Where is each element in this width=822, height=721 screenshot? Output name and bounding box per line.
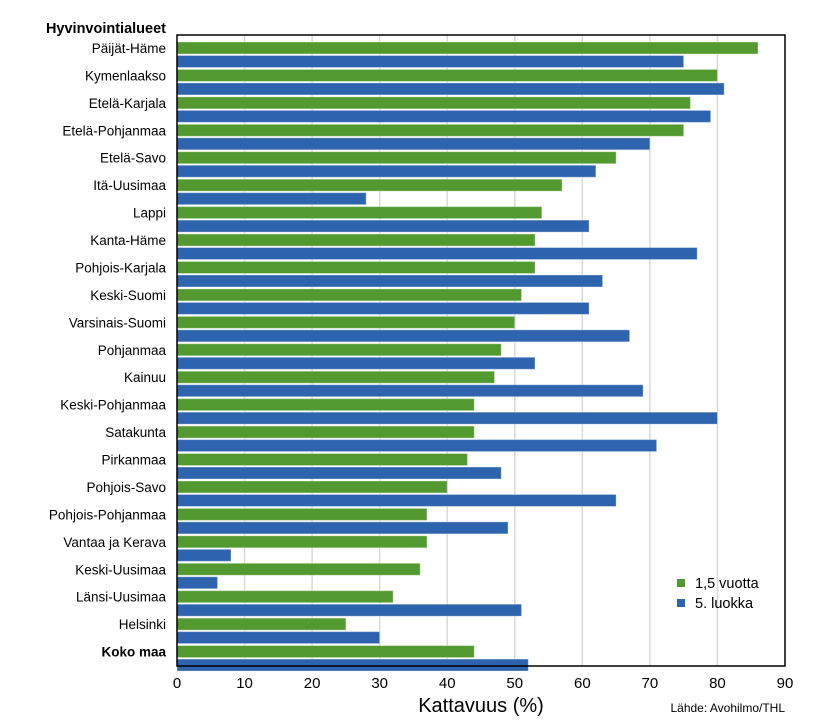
bar-series-2 <box>176 137 651 151</box>
x-tick-label: 50 <box>506 675 523 692</box>
bar-series-2 <box>176 301 590 315</box>
x-tick-label: 10 <box>236 675 253 692</box>
bar-series-1 <box>176 96 691 110</box>
category-labels: Päijät-Häme Kymenlaakso Etelä-Karjala Etelä… <box>49 41 167 660</box>
legend-label-2: 5. luokka <box>695 596 754 612</box>
bar-series-1 <box>176 590 394 604</box>
bar-series-2 <box>176 109 712 123</box>
category-label: Satakunta <box>105 425 166 440</box>
category-label: Keski-Pohjanmaa <box>60 398 166 413</box>
bar-series-2 <box>176 384 644 398</box>
category-label: Etelä-Savo <box>100 151 166 166</box>
category-label: Pohjois-Karjala <box>75 260 166 275</box>
plot-frame <box>176 34 786 667</box>
category-label: Lappi <box>133 206 166 221</box>
category-label: Varsinais-Suomi <box>69 315 166 330</box>
x-axis-label: Kattavuus (%) <box>418 695 544 717</box>
category-label: Kymenlaakso <box>85 68 166 83</box>
bar-series-2 <box>176 576 219 590</box>
bar-series-1 <box>176 68 718 82</box>
bar-series-1 <box>176 562 421 576</box>
bar-series-1 <box>176 233 536 247</box>
category-label: Keski-Suomi <box>90 288 166 303</box>
bar-series-2 <box>176 329 631 343</box>
x-tick-label: 60 <box>574 675 591 692</box>
bar-series-1 <box>176 617 347 631</box>
bar-series-1 <box>176 260 536 274</box>
category-label: Etelä-Karjala <box>89 96 167 111</box>
bar-series-1 <box>176 123 685 137</box>
bar-series-2 <box>176 631 381 645</box>
bar-series-2 <box>176 82 725 96</box>
x-tick-label: 40 <box>439 675 456 692</box>
category-label: Koko maa <box>101 645 166 660</box>
category-label: Etelä-Pohjanmaa <box>62 123 166 138</box>
x-tick-label: 90 <box>777 675 794 692</box>
bar-series-1 <box>176 480 448 494</box>
legend-label-1: 1,5 vuotta <box>695 576 760 592</box>
category-label: Pirkanmaa <box>101 453 166 468</box>
bar-series-2 <box>176 55 685 68</box>
category-label: Vantaa ja Kerava <box>63 535 166 550</box>
bar-series-2 <box>176 356 536 370</box>
category-header: Hyvinvointialueet <box>46 21 166 37</box>
bar-series-1 <box>176 535 428 549</box>
bar-series-2 <box>176 164 597 178</box>
bar-series-2 <box>176 493 617 507</box>
legend: 1,5 vuotta 5. luokka <box>677 576 760 612</box>
bar-series-1 <box>176 206 543 220</box>
x-tick-label: 70 <box>642 675 659 692</box>
bar-series-2 <box>176 658 529 672</box>
category-label: Pohjanmaa <box>98 343 167 358</box>
category-label: Helsinki <box>119 617 166 632</box>
bar-series-2 <box>176 603 523 617</box>
bar-series-2 <box>176 247 698 261</box>
bar-series-1 <box>176 425 475 439</box>
bar-series-1 <box>176 315 516 329</box>
category-label: Kainuu <box>124 370 166 385</box>
bar-series-1 <box>176 645 475 659</box>
bar-series-2 <box>176 192 367 206</box>
bar-series-1 <box>176 178 563 192</box>
x-tick-labels: 0 10 20 30 40 50 60 70 80 90 <box>173 675 794 692</box>
category-label: Keski-Uusimaa <box>75 562 166 577</box>
bar-series-2 <box>176 466 502 480</box>
bar-series-2 <box>176 548 232 562</box>
category-label: Kanta-Häme <box>90 233 166 248</box>
category-label: Länsi-Uusimaa <box>76 590 167 605</box>
bar-series-2 <box>176 439 658 453</box>
bar-series-2 <box>176 274 604 288</box>
bar-series-1 <box>176 370 496 384</box>
x-tick-label: 0 <box>173 675 181 692</box>
category-label: Pohjois-Pohjanmaa <box>49 507 167 522</box>
category-label: Pohjois-Savo <box>86 480 166 495</box>
category-label: Päijät-Häme <box>92 41 166 56</box>
legend-swatch-2 <box>677 599 685 607</box>
bar-series-1 <box>176 343 502 357</box>
bar-series-2 <box>176 521 509 535</box>
bar-series-1 <box>176 398 475 412</box>
bar-series-2 <box>176 411 718 425</box>
category-label: Itä-Uusimaa <box>93 178 166 193</box>
bar-series-1 <box>176 288 523 302</box>
x-tick-label: 20 <box>304 675 321 692</box>
bar-series-1 <box>176 453 468 467</box>
source-note: Lähde: Avohilmo/THL <box>670 701 785 715</box>
bars <box>176 41 759 672</box>
legend-swatch-1 <box>677 579 685 587</box>
x-tick-label: 80 <box>709 675 726 692</box>
bar-series-1 <box>176 507 428 521</box>
x-tick-label: 30 <box>371 675 388 692</box>
bar-series-1 <box>176 151 617 165</box>
bar-series-2 <box>176 219 590 233</box>
bar-series-1 <box>176 41 759 55</box>
